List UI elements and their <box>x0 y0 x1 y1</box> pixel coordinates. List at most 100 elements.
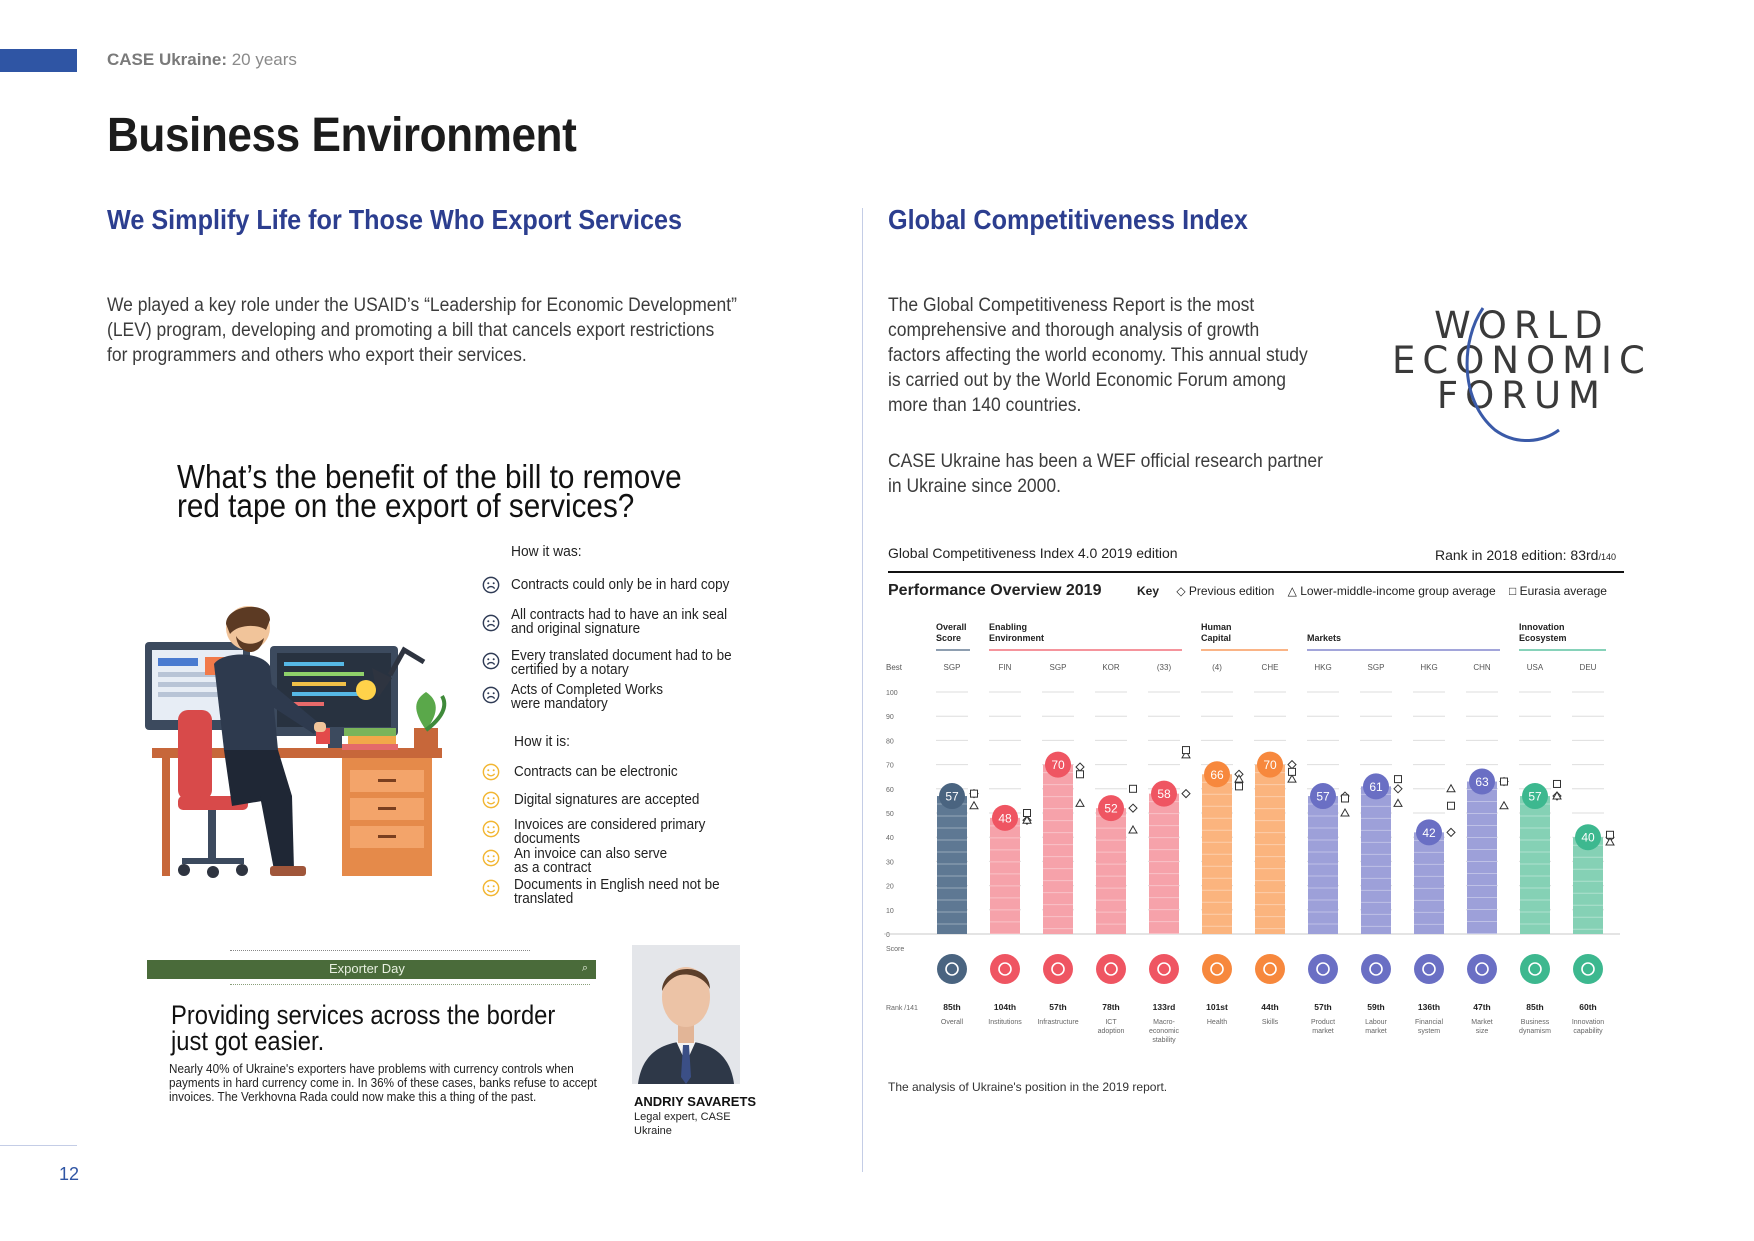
bar <box>1308 796 1338 934</box>
category-label: adoption <box>1098 1028 1125 1035</box>
target-icon-glyph <box>945 962 959 976</box>
tag-icon-glyph <box>1316 962 1330 976</box>
lower-middle-income-marker <box>1181 749 1191 759</box>
eurasia-avg-marker <box>1076 770 1084 779</box>
bar <box>1149 793 1179 934</box>
value-label: 57 <box>945 790 959 804</box>
health-icon <box>1202 954 1232 984</box>
header-accent-bar <box>0 49 77 72</box>
trend-icon <box>1149 954 1179 984</box>
gci-key: Key ◇ Previous edition △ Lower-middle-in… <box>1137 584 1607 598</box>
lower-middle-income-marker <box>1234 774 1244 783</box>
y-tick: 20 <box>886 884 894 891</box>
gci-rule <box>888 571 1624 573</box>
value-label: 57 <box>1316 790 1330 804</box>
category-label: capability <box>1573 1028 1603 1035</box>
category-label: Overall <box>941 1019 964 1026</box>
sad-face-icon <box>482 686 500 709</box>
lower-middle-income-marker <box>1446 783 1456 793</box>
eurasia-avg-marker <box>1500 777 1508 786</box>
value-badge <box>1257 751 1283 778</box>
skills-icon-glyph <box>1263 962 1277 976</box>
sad-face-icon <box>482 614 500 637</box>
value-badge <box>1151 780 1177 807</box>
previous-edition-marker <box>1128 803 1138 813</box>
category-label: Business <box>1521 1019 1550 1026</box>
expand-icon-glyph <box>1475 962 1489 976</box>
category-label: Macro- <box>1153 1019 1175 1026</box>
previous-edition-marker <box>1446 827 1456 838</box>
group-label: Score <box>936 633 961 643</box>
value-label: 48 <box>998 811 1012 825</box>
rank-label: 47th <box>1473 1002 1490 1012</box>
is-item: Contracts can be electronic <box>514 763 678 780</box>
category-label: market <box>1365 1028 1386 1035</box>
expand-icon <box>1467 954 1497 984</box>
rank-label: 78th <box>1102 1002 1119 1012</box>
footer-rule <box>0 1145 77 1146</box>
lower-middle-income-marker <box>1552 791 1562 800</box>
building-icon-glyph <box>1528 962 1542 976</box>
best-country: DEU <box>1580 663 1597 672</box>
value-label: 58 <box>1157 787 1171 801</box>
trend-icon-glyph <box>1157 962 1171 976</box>
bar <box>1096 808 1126 934</box>
y-tick: 80 <box>886 738 894 745</box>
y-tick: 70 <box>886 763 894 770</box>
programmer-illustration <box>142 600 460 886</box>
lower-middle-income-marker <box>1605 837 1615 846</box>
value-label: 66 <box>1210 768 1224 782</box>
smile-face-icon <box>482 849 500 872</box>
value-label: 52 <box>1104 802 1118 816</box>
value-label: 63 <box>1475 775 1489 789</box>
best-country: USA <box>1527 663 1544 672</box>
was-item: Contracts could only be in hard copy <box>511 576 730 593</box>
best-label: Best <box>886 663 903 672</box>
sad-face-icon <box>482 576 500 599</box>
smile-face-icon <box>482 820 500 843</box>
lower-middle-income-marker <box>1128 824 1138 834</box>
infographic-question: What’s the benefit of the bill to remove… <box>177 458 682 524</box>
smile-face-icon <box>482 879 500 902</box>
news-masthead-nav <box>230 950 530 956</box>
card-icon-glyph <box>1422 962 1436 976</box>
bar <box>1043 764 1073 934</box>
eurasia-avg-marker <box>1023 809 1031 817</box>
right-paragraph-2: CASE Ukraine has been a WEF official res… <box>888 451 1323 497</box>
rank-axis-label: Rank /141 <box>886 1005 918 1012</box>
bar <box>1361 786 1391 934</box>
group-label: Capital <box>1201 633 1231 643</box>
y-tick: 100 <box>886 690 898 697</box>
value-badge <box>1310 783 1336 810</box>
value-badge <box>1098 795 1124 822</box>
value-badge <box>1045 751 1071 778</box>
bulb-icon-glyph <box>1581 962 1595 976</box>
y-tick: 40 <box>886 835 894 842</box>
bar <box>990 817 1020 934</box>
rank-label: 85th <box>943 1002 960 1012</box>
eurasia-avg-marker <box>1447 801 1455 810</box>
eurasia-avg-marker <box>1182 746 1190 755</box>
previous-edition-marker <box>1181 788 1191 799</box>
rank-label: 133rd <box>1153 1002 1176 1012</box>
wef-logo: WORLD ECONOMIC FORUM <box>1392 304 1652 417</box>
rank-label: 104th <box>994 1002 1016 1012</box>
how-it-is-heading: How it is: <box>514 733 570 750</box>
value-badge <box>1416 819 1442 846</box>
value-badge <box>939 783 965 810</box>
y-tick: 50 <box>886 811 894 818</box>
group-label: Markets <box>1307 633 1341 643</box>
bulb-icon <box>1573 954 1603 984</box>
infrastructure-icon <box>1043 954 1073 984</box>
health-icon-glyph <box>1210 962 1224 976</box>
category-label: Financial <box>1415 1019 1443 1026</box>
y-tick: 10 <box>886 908 894 915</box>
previous-edition-marker <box>1393 784 1403 794</box>
eurasia-avg-marker <box>1235 782 1243 791</box>
gci-title: Global Competitiveness Index 4.0 2019 ed… <box>888 545 1178 561</box>
category-label: Labour <box>1365 1019 1387 1026</box>
was-item: Every translated document had to be cert… <box>511 647 732 678</box>
rank-label: 57th <box>1314 1002 1331 1012</box>
rank-label: 85th <box>1526 1002 1543 1012</box>
institution-icon-glyph <box>998 962 1012 976</box>
